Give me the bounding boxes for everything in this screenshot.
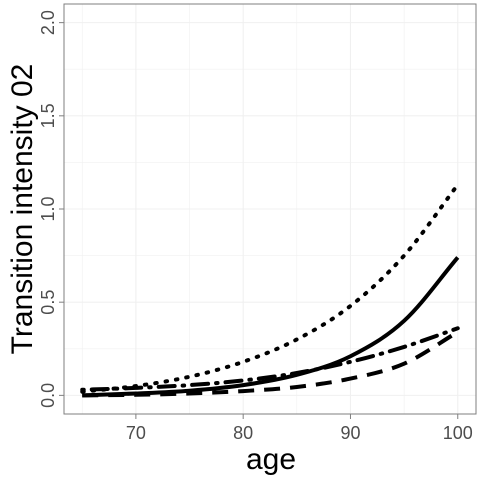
x-tick-label: 70 (126, 423, 146, 443)
x-axis-ticks: 70 80 90 100 (126, 414, 473, 443)
y-axis-ticks: 0.0 0.5 1.0 1.5 2.0 (38, 10, 64, 408)
series-group (80, 182, 460, 398)
y-tick-label: 1.0 (38, 196, 58, 221)
x-axis-title: age (246, 443, 296, 476)
x-tick-label: 80 (233, 423, 253, 443)
grid (64, 4, 476, 414)
series-line-dotted (80, 182, 460, 394)
series-line-dotdash (80, 326, 460, 392)
x-tick-label: 100 (443, 423, 473, 443)
y-tick-label: 0.5 (38, 290, 58, 315)
y-tick-label: 1.5 (38, 103, 58, 128)
y-tick-label: 0.0 (38, 383, 58, 408)
series-line-dashed (82, 330, 459, 398)
x-tick-label: 90 (340, 423, 360, 443)
y-axis-title: Transition intensity 02 (6, 64, 39, 355)
y-tick-label: 2.0 (38, 10, 58, 35)
